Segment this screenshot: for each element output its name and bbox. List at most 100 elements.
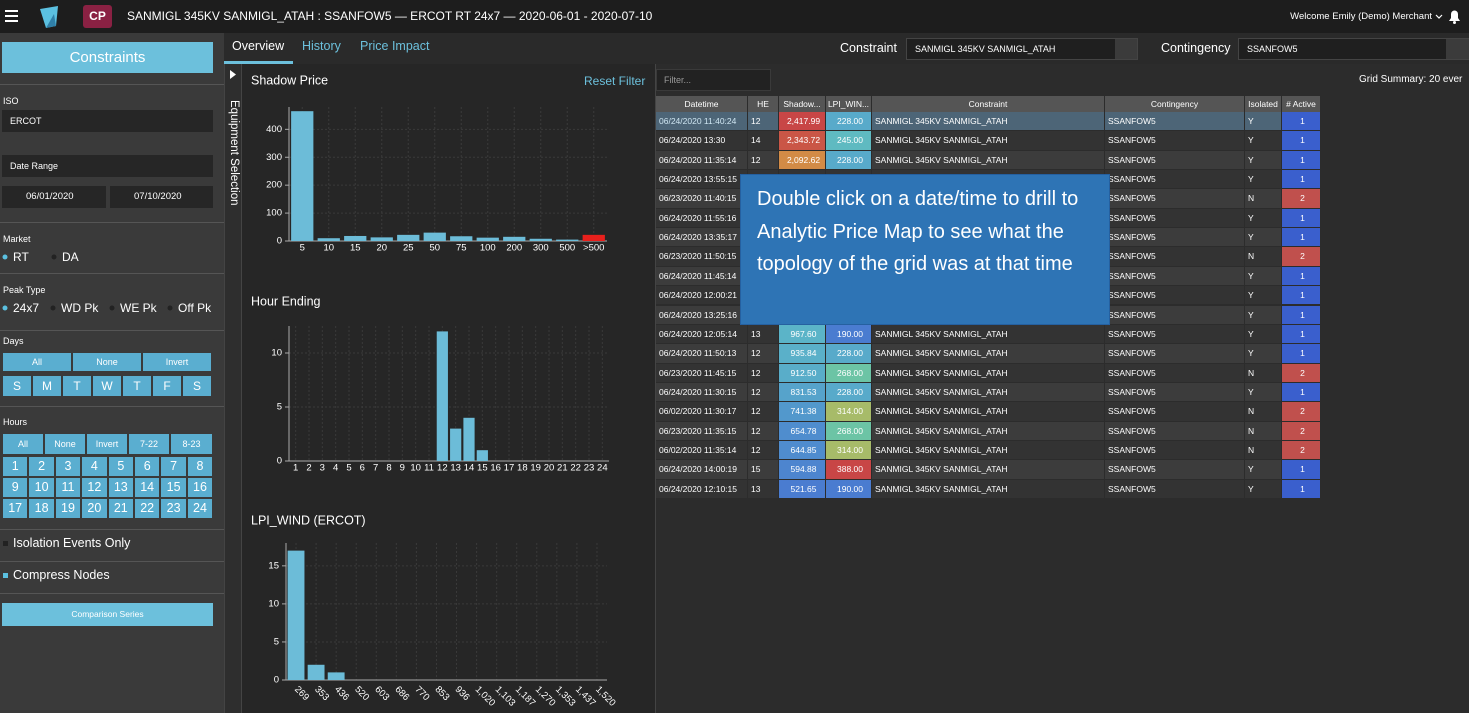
radio-option[interactable]: RT bbox=[13, 250, 29, 264]
datetime-cell[interactable]: 06/24/2020 12:10:15 bbox=[656, 479, 748, 499]
table-cell: 228.00 bbox=[826, 150, 872, 171]
datetime-cell[interactable]: 06/24/2020 13:35:17 bbox=[656, 228, 748, 248]
column-header[interactable]: Datetime bbox=[656, 96, 748, 112]
hour-button[interactable]: 6 bbox=[134, 456, 161, 477]
hour-button[interactable]: 17 bbox=[2, 498, 29, 519]
datetime-cell[interactable]: 06/24/2020 11:45:14 bbox=[656, 266, 748, 287]
checkbox-label[interactable]: Isolation Events Only bbox=[13, 536, 131, 550]
datetime-cell[interactable]: 06/24/2020 13:30 bbox=[656, 131, 748, 151]
hour-button[interactable]: 24 bbox=[186, 498, 214, 519]
days-action[interactable]: All bbox=[2, 352, 72, 372]
datetime-cell[interactable]: 06/24/2020 11:55:16 bbox=[656, 208, 748, 229]
radio-option[interactable]: 24x7 bbox=[13, 301, 40, 315]
filter-input[interactable]: Filter... bbox=[656, 69, 771, 91]
hour-button[interactable]: 7 bbox=[160, 456, 187, 477]
datetime-cell[interactable]: 06/02/2020 11:30:17 bbox=[656, 402, 748, 422]
hours-action[interactable]: None bbox=[44, 433, 86, 455]
hour-button[interactable]: 22 bbox=[134, 498, 161, 519]
tab[interactable]: Price Impact bbox=[360, 39, 430, 53]
day-button[interactable]: S bbox=[182, 375, 212, 397]
table-cell: 12 bbox=[748, 150, 779, 171]
datetime-cell[interactable]: 06/24/2020 11:40:24 bbox=[656, 112, 748, 132]
hour-button[interactable]: 11 bbox=[54, 477, 82, 498]
table-cell: 2 bbox=[1282, 363, 1321, 383]
datetime-cell[interactable]: 06/24/2020 14:00:19 bbox=[656, 460, 748, 480]
table-cell: 594.88 bbox=[779, 460, 826, 480]
radio-option[interactable]: Off Pk bbox=[178, 301, 212, 315]
datetime-cell[interactable]: 06/24/2020 11:50:13 bbox=[656, 344, 748, 364]
day-button[interactable]: F bbox=[152, 375, 182, 397]
datetime-cell[interactable]: 06/23/2020 11:50:15 bbox=[656, 247, 748, 267]
day-button[interactable]: W bbox=[92, 375, 122, 397]
days-action[interactable]: None bbox=[72, 352, 142, 372]
start-date[interactable]: 06/01/2020 bbox=[2, 186, 106, 208]
day-button[interactable]: T bbox=[122, 375, 152, 397]
hour-button[interactable]: 18 bbox=[28, 498, 55, 519]
table-cell: 228.00 bbox=[826, 344, 872, 364]
column-header[interactable]: # Active bbox=[1282, 96, 1321, 112]
constraint-select[interactable]: SANMIGL 345KV SANMIGL_ATAH bbox=[906, 38, 1138, 60]
hour-button[interactable]: 13 bbox=[107, 477, 134, 498]
hour-button[interactable]: 14 bbox=[134, 477, 161, 498]
reset-filter[interactable]: Reset Filter bbox=[584, 74, 646, 88]
days-action[interactable]: Invert bbox=[142, 352, 212, 372]
equipment-label[interactable]: Equipment Selection bbox=[228, 100, 240, 206]
hour-button[interactable]: 12 bbox=[81, 477, 108, 498]
column-header[interactable]: Constraint bbox=[872, 96, 1105, 112]
hour-button[interactable]: 20 bbox=[81, 498, 108, 519]
column-header[interactable]: HE bbox=[748, 96, 779, 112]
end-date[interactable]: 07/10/2020 bbox=[110, 186, 213, 208]
hour-button[interactable]: 10 bbox=[28, 477, 55, 498]
datetime-cell[interactable]: 06/24/2020 13:25:16 bbox=[656, 305, 748, 325]
datetime-cell[interactable]: 06/23/2020 11:35:15 bbox=[656, 421, 748, 441]
hour-button[interactable]: 2 bbox=[28, 456, 55, 477]
hour-button[interactable]: 16 bbox=[186, 477, 214, 498]
hours-action[interactable]: 7-22 bbox=[128, 433, 170, 455]
radio-option[interactable]: WE Pk bbox=[120, 301, 157, 315]
menu-icon[interactable] bbox=[5, 10, 18, 22]
column-header[interactable]: Shadow... bbox=[779, 96, 826, 112]
hour-button[interactable]: 23 bbox=[160, 498, 187, 519]
radio-option[interactable]: WD Pk bbox=[61, 301, 99, 315]
tab[interactable]: History bbox=[302, 39, 341, 53]
day-button[interactable]: T bbox=[62, 375, 92, 397]
hour-button[interactable]: 8 bbox=[186, 456, 214, 477]
datetime-cell[interactable]: 06/24/2020 11:35:14 bbox=[656, 150, 748, 171]
welcome-text[interactable]: Welcome Emily (Demo) Merchant bbox=[1290, 11, 1432, 22]
hour-button[interactable]: 5 bbox=[107, 456, 134, 477]
day-button[interactable]: M bbox=[32, 375, 62, 397]
hour-button[interactable]: 21 bbox=[107, 498, 134, 519]
date-range-select[interactable]: Date Range bbox=[2, 155, 213, 177]
hours-action[interactable]: 8-23 bbox=[170, 433, 213, 455]
contingency-select[interactable]: SSANFOW5 bbox=[1238, 38, 1469, 60]
datetime-cell[interactable]: 06/02/2020 11:35:14 bbox=[656, 440, 748, 461]
column-header[interactable]: Isolated bbox=[1245, 96, 1282, 112]
checkbox-label[interactable]: Compress Nodes bbox=[13, 568, 110, 582]
table-cell: SANMIGL 345KV SANMIGL_ATAH bbox=[872, 344, 1105, 364]
bell-icon[interactable] bbox=[1449, 10, 1460, 25]
datetime-cell[interactable]: 06/23/2020 11:40:15 bbox=[656, 189, 748, 209]
datetime-cell[interactable]: 06/24/2020 12:05:14 bbox=[656, 324, 748, 345]
hours-action[interactable]: All bbox=[2, 433, 44, 455]
datetime-cell[interactable]: 06/24/2020 13:55:15 bbox=[656, 170, 748, 190]
hour-button[interactable]: 4 bbox=[81, 456, 108, 477]
tab[interactable]: Overview bbox=[232, 39, 285, 53]
column-header[interactable]: Contingency bbox=[1105, 96, 1245, 112]
iso-select[interactable]: ERCOT bbox=[2, 110, 213, 132]
column-header[interactable]: LPI_WIN... bbox=[826, 96, 872, 112]
datetime-cell[interactable]: 06/23/2020 11:45:15 bbox=[656, 363, 748, 383]
hour-button[interactable]: 9 bbox=[2, 477, 29, 498]
radio-option[interactable]: DA bbox=[62, 250, 79, 264]
day-button[interactable]: S bbox=[2, 375, 32, 397]
hour-button[interactable]: 19 bbox=[54, 498, 82, 519]
hour-button[interactable]: 15 bbox=[160, 477, 187, 498]
bar bbox=[307, 664, 325, 680]
hour-button[interactable]: 1 bbox=[2, 456, 29, 477]
constraints-button[interactable]: Constraints bbox=[2, 42, 213, 73]
datetime-cell[interactable]: 06/24/2020 11:30:15 bbox=[656, 382, 748, 403]
collapse-arrow[interactable] bbox=[230, 70, 236, 79]
hour-button[interactable]: 3 bbox=[54, 456, 82, 477]
datetime-cell[interactable]: 06/24/2020 12:00:21 bbox=[656, 286, 748, 306]
hours-action[interactable]: Invert bbox=[86, 433, 128, 455]
comparison-button[interactable]: Comparison Series bbox=[2, 603, 213, 626]
